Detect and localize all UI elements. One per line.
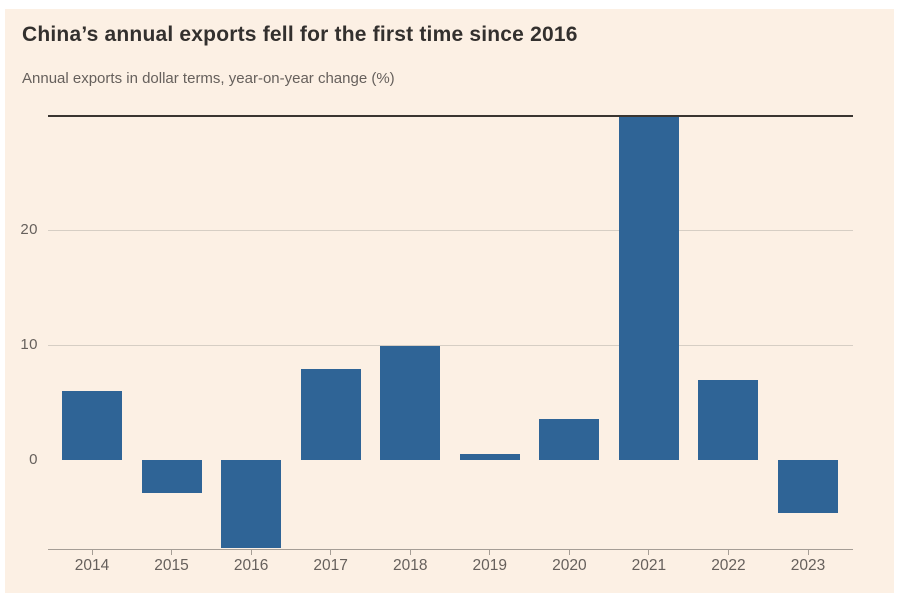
- x-axis-line: [48, 549, 853, 550]
- bar-2021: [618, 116, 679, 460]
- y-label-20: 20: [20, 221, 38, 239]
- x-tick-2020: [568, 549, 570, 555]
- x-label-2014: 2014: [74, 557, 110, 574]
- bar-2017: [300, 369, 361, 461]
- bar-2020: [539, 418, 600, 460]
- x-tick-2021: [648, 549, 650, 555]
- x-label-2017: 2017: [313, 557, 348, 574]
- x-tick-2014: [91, 549, 93, 555]
- chart-title: China’s annual exports fell for the firs…: [22, 23, 578, 46]
- x-label-2015: 2015: [154, 557, 189, 574]
- x-tick-2015: [171, 549, 173, 555]
- chart-panel: China’s annual exports fell for the firs…: [5, 9, 894, 593]
- y-label-0: 0: [29, 451, 38, 469]
- bar-2015: [141, 460, 202, 494]
- x-tick-2019: [489, 549, 491, 555]
- x-tick-2018: [409, 549, 411, 555]
- gridline-10: [48, 344, 853, 346]
- bar-2019: [459, 454, 520, 460]
- x-label-2021: 2021: [631, 557, 667, 574]
- bar-2022: [698, 379, 759, 460]
- x-label-2016: 2016: [233, 557, 269, 574]
- x-label-2023: 2023: [790, 557, 826, 574]
- bar-2016: [221, 460, 282, 549]
- bar-2014: [62, 391, 122, 460]
- chart-subtitle: Annual exports in dollar terms, year-on-…: [22, 70, 395, 87]
- x-tick-2023: [807, 549, 809, 555]
- x-tick-2022: [727, 549, 729, 555]
- bar-2018: [380, 346, 441, 460]
- y-label-10: 10: [20, 336, 38, 354]
- x-label-2020: 2020: [552, 557, 587, 574]
- zero-baseline: [48, 115, 853, 117]
- plot-area: [48, 115, 853, 555]
- x-label-2018: 2018: [392, 557, 428, 574]
- bar-2023: [778, 460, 838, 513]
- x-label-2019: 2019: [472, 557, 507, 574]
- x-tick-2016: [250, 549, 252, 555]
- gridline-20: [48, 229, 853, 231]
- x-tick-2017: [330, 549, 332, 555]
- x-label-2022: 2022: [711, 557, 746, 574]
